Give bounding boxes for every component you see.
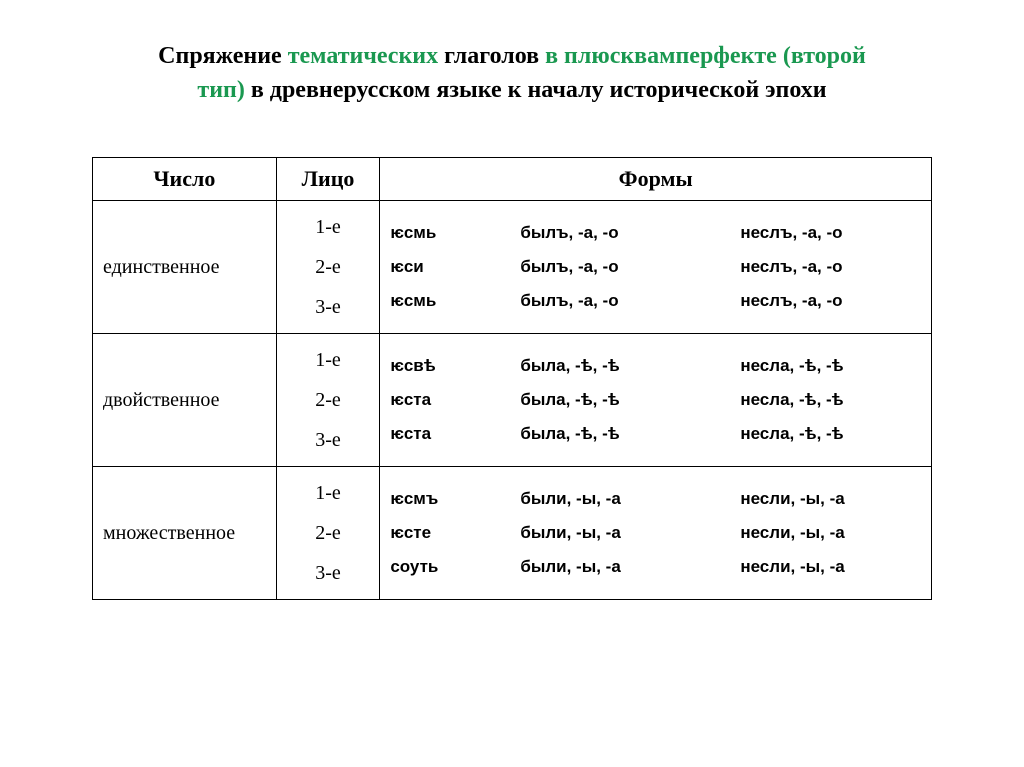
person-line: 2-е: [277, 380, 380, 420]
person-line: 2-е: [277, 513, 380, 553]
form-aux: ѥсмь: [390, 284, 520, 318]
form-part: были, -ы, -а: [520, 482, 740, 516]
form-part: была, -ѣ, -ѣ: [520, 417, 740, 451]
forms-line: ѥсмь былъ, -а, -о неслъ, -а, -о: [390, 216, 931, 250]
person-cell: 1-е 2-е 3-е: [276, 334, 380, 467]
form-part: былъ, -а, -о: [520, 284, 740, 318]
form-part: была, -ѣ, -ѣ: [520, 349, 740, 383]
title-part: тип): [197, 77, 244, 103]
form-verb: неслъ, -а, -о: [740, 284, 931, 318]
person-line: 3-е: [277, 420, 380, 460]
number-cell: множественное: [93, 467, 277, 600]
form-aux: ѥсмь: [390, 216, 520, 250]
form-aux: ѥсте: [390, 516, 520, 550]
forms-line: ѥсмь былъ, -а, -о неслъ, -а, -о: [390, 284, 931, 318]
person-cell: 1-е 2-е 3-е: [276, 201, 380, 334]
form-part: былъ, -а, -о: [520, 216, 740, 250]
form-verb: несли, -ы, -а: [740, 550, 931, 584]
table-row: множественное 1-е 2-е 3-е ѥсмъ были, -ы,…: [93, 467, 932, 600]
table-row: двойственное 1-е 2-е 3-е ѥсвѣ была, -ѣ, …: [93, 334, 932, 467]
title-part: глаголов: [438, 43, 545, 69]
form-aux: ѥсвѣ: [390, 349, 520, 383]
form-aux: ѥста: [390, 417, 520, 451]
number-cell: двойственное: [93, 334, 277, 467]
page-title: Спряжение тематических глаголов в плюскв…: [75, 40, 949, 107]
form-verb: несла, -ѣ, -ѣ: [740, 383, 931, 417]
title-part: в плюсквамперфекте (второй: [545, 43, 866, 69]
form-verb: несли, -ы, -а: [740, 482, 931, 516]
forms-line: ѥста была, -ѣ, -ѣ несла, -ѣ, -ѣ: [390, 383, 931, 417]
person-line: 3-е: [277, 553, 380, 593]
forms-cell: ѥсвѣ была, -ѣ, -ѣ несла, -ѣ, -ѣ ѥста был…: [380, 334, 932, 467]
header-person: Лицо: [276, 158, 380, 201]
person-line: 3-е: [277, 287, 380, 327]
person-line: 1-е: [277, 340, 380, 380]
table-row: единственное 1-е 2-е 3-е ѥсмь былъ, -а, …: [93, 201, 932, 334]
title-part: в древнерусском языке к началу историчес…: [245, 77, 827, 103]
forms-cell: ѥсмъ были, -ы, -а несли, -ы, -а ѥсте был…: [380, 467, 932, 600]
form-aux: ѥси: [390, 250, 520, 284]
number-cell: единственное: [93, 201, 277, 334]
form-aux: ѥсмъ: [390, 482, 520, 516]
header-forms: Формы: [380, 158, 932, 201]
form-part: была, -ѣ, -ѣ: [520, 383, 740, 417]
form-verb: несли, -ы, -а: [740, 516, 931, 550]
person-line: 1-е: [277, 473, 380, 513]
form-verb: неслъ, -а, -о: [740, 250, 931, 284]
form-verb: неслъ, -а, -о: [740, 216, 931, 250]
forms-line: ѥсмъ были, -ы, -а несли, -ы, -а: [390, 482, 931, 516]
forms-cell: ѥсмь былъ, -а, -о неслъ, -а, -о ѥси былъ…: [380, 201, 932, 334]
form-part: были, -ы, -а: [520, 516, 740, 550]
form-part: были, -ы, -а: [520, 550, 740, 584]
forms-line: ѥсвѣ была, -ѣ, -ѣ несла, -ѣ, -ѣ: [390, 349, 931, 383]
person-line: 1-е: [277, 207, 380, 247]
form-aux: соуть: [390, 550, 520, 584]
forms-line: ѥси былъ, -а, -о неслъ, -а, -о: [390, 250, 931, 284]
person-line: 2-е: [277, 247, 380, 287]
conjugation-table: Число Лицо Формы единственное 1-е 2-е 3-…: [92, 157, 932, 600]
forms-line: ѥста была, -ѣ, -ѣ несла, -ѣ, -ѣ: [390, 417, 931, 451]
forms-line: ѥсте были, -ы, -а несли, -ы, -а: [390, 516, 931, 550]
title-part: тематических: [288, 43, 438, 69]
form-aux: ѥста: [390, 383, 520, 417]
form-part: былъ, -а, -о: [520, 250, 740, 284]
form-verb: несла, -ѣ, -ѣ: [740, 349, 931, 383]
form-verb: несла, -ѣ, -ѣ: [740, 417, 931, 451]
header-number: Число: [93, 158, 277, 201]
title-part: Спряжение: [158, 43, 288, 69]
person-cell: 1-е 2-е 3-е: [276, 467, 380, 600]
forms-line: соуть были, -ы, -а несли, -ы, -а: [390, 550, 931, 584]
